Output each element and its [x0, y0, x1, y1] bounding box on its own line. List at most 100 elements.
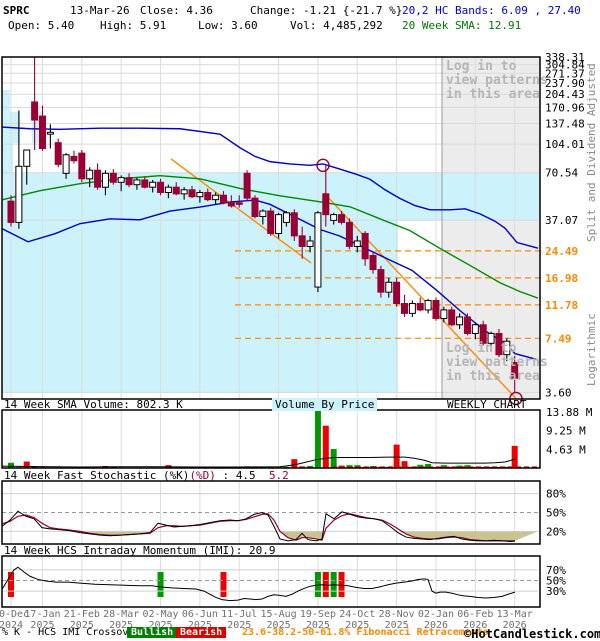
candle-down [205, 192, 211, 199]
date-label: 13-Mar-26 [70, 4, 130, 17]
stoch-axis-label: 20% [546, 525, 566, 538]
candle-up [197, 192, 203, 196]
date-axis-label: 06-Jun [182, 609, 218, 620]
fib-axis-label: 24.49 [545, 245, 578, 258]
price-axis-label: 70.54 [545, 167, 578, 180]
candle-up [441, 310, 447, 319]
candle-down [394, 282, 400, 303]
candle-down [346, 222, 352, 246]
volume-axis-label: 4.63 M [546, 443, 586, 456]
candle-down [71, 156, 77, 160]
date-axis-label: 06-Feb [457, 609, 493, 620]
imi-axis-label: 30% [546, 585, 566, 598]
candle-down [55, 143, 61, 165]
candle-up [24, 150, 30, 166]
price-axis-label: 170.96 [545, 101, 585, 114]
bearish-badge: Bearish [176, 627, 226, 638]
candle-down [323, 194, 329, 215]
candle-up [425, 301, 431, 310]
candle-down [370, 255, 376, 269]
price-axis-label: 37.07 [545, 214, 578, 227]
candle-down [433, 301, 439, 319]
weekly-chart-label: WEEKLY CHART [447, 398, 526, 411]
candle-up [87, 170, 93, 179]
candle-up [63, 155, 69, 174]
imi-signal-bearish [8, 572, 14, 597]
candle-up [331, 215, 337, 221]
symbol-label: SPRC [3, 4, 30, 17]
stochastic-panel-title: 14 Week Fast Stochastic (%K)(%D) : 4.5 5… [4, 469, 289, 482]
candle-up [386, 282, 392, 292]
candle-down [299, 236, 305, 247]
candle-up [276, 215, 282, 234]
date-axis-label: 02-May [142, 609, 178, 620]
candle-down [8, 201, 14, 222]
candle-down [220, 195, 226, 202]
stoch-axis-label: 80% [546, 488, 566, 501]
volume-bar [291, 459, 297, 468]
imi-signal-bullish [158, 572, 164, 597]
candle-up [260, 211, 266, 216]
imi-signal-bearish [339, 572, 345, 597]
volume-bar [394, 445, 400, 468]
candle-down [449, 310, 455, 325]
copyright-link[interactable]: ©HotCandlestick.com [464, 627, 600, 641]
candle-down [402, 304, 408, 314]
candle-down [79, 153, 85, 179]
candle-down [158, 182, 164, 192]
candle-up [16, 166, 22, 222]
price-axis-label: 137.48 [545, 117, 585, 130]
candle-down [291, 213, 297, 236]
crossover-legend: % K - HCS IMI Crossover, [2, 627, 147, 638]
date-axis-label: 19-Sep [300, 609, 336, 620]
candle-down [173, 187, 179, 194]
candle-up [134, 180, 140, 185]
volume-bar [323, 426, 329, 468]
price-axis-label: 104.01 [545, 138, 585, 151]
close-label: Close: 4.36 [140, 4, 213, 17]
price-axis-label: 3.60 [545, 386, 572, 399]
candle-down [268, 211, 274, 233]
fib-axis-label: 11.78 [545, 299, 578, 312]
candle-down [32, 102, 38, 120]
candle-up [354, 241, 360, 246]
candle-down [362, 233, 368, 258]
high-label: High: 5.91 [100, 19, 166, 32]
open-label: Open: 5.40 [8, 19, 74, 32]
candle-down [95, 170, 101, 187]
imi-panel-border [2, 556, 540, 607]
candle-down [228, 203, 234, 206]
volume-sma-line [2, 457, 515, 467]
stoch-d-value: 5.2 [269, 469, 289, 482]
stoch-d-title: (%D) [189, 469, 216, 482]
candle-down [417, 304, 423, 310]
log-scale-label: Logarithmic [585, 295, 599, 405]
candle-down [110, 173, 116, 182]
date-axis-label: 13-Mar [497, 609, 533, 620]
fibonacci-legend: 23.6-38.2-50-61.8% Fibonacci Retracement… [242, 627, 489, 638]
candle-down [252, 198, 258, 216]
change-label: Change: -1.21 {-21.7 %} [250, 4, 402, 17]
candle-up [307, 241, 313, 246]
volume-bar [8, 463, 14, 468]
volume-axis-label: 9.25 M [546, 425, 586, 438]
candle-down [339, 215, 345, 223]
date-axis-label: 02-Jan [418, 609, 454, 620]
volume-panel-title: 14 Week SMA Volume: 802.3 K [4, 398, 183, 411]
date-axis-label: 21-Feb [64, 609, 100, 620]
candle-down [464, 317, 470, 333]
sma-label: 20 Week SMA: 12.91 [402, 19, 521, 32]
candle-up [409, 304, 415, 314]
date-axis-label: 24-Oct [339, 609, 375, 620]
candle-up [283, 213, 289, 223]
candle-up [472, 325, 478, 334]
imi-panel-title: 14 Week HCS Intraday Momentum (IMI): 20.… [4, 544, 276, 557]
candle-down [378, 270, 384, 293]
date-axis-label: 28-Mar [103, 609, 139, 620]
imi-signal-bearish [220, 572, 226, 597]
candle-down [39, 116, 45, 148]
adjusted-axis-label: Split and Dividend Adjusted [585, 55, 599, 250]
